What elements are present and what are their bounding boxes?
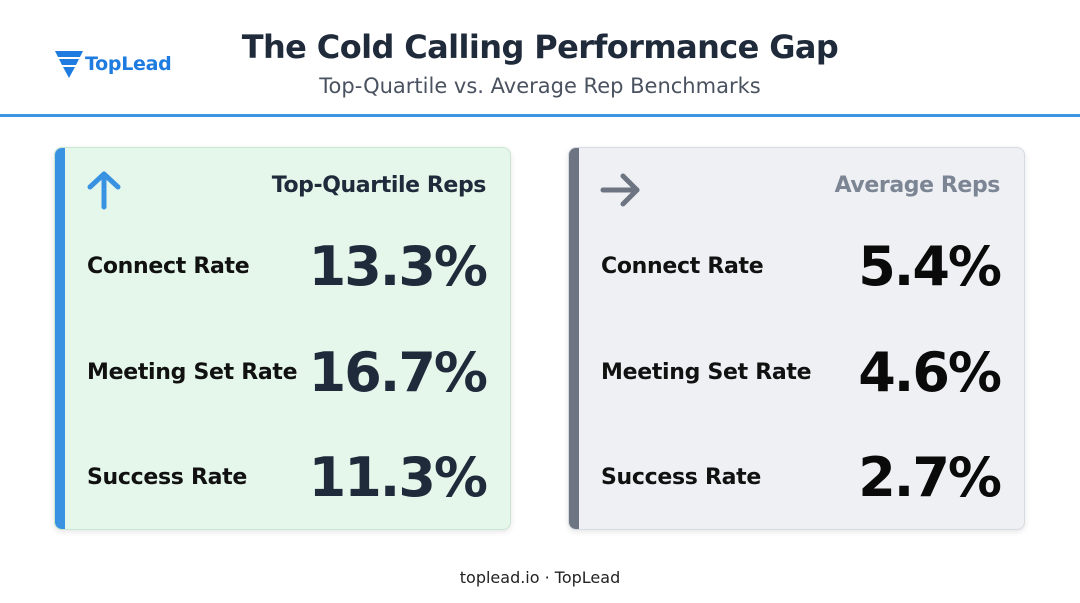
metric-value: 16.7% [308,340,488,404]
logo-text: TopLead [85,53,172,75]
card-accent-bar [569,148,579,529]
metric-value: 4.6% [858,340,1002,404]
metric-success-rate: Success Rate 2.7% [601,442,1002,512]
metric-meeting-set-rate: Meeting Set Rate 4.6% [601,337,1002,407]
page-title: The Cold Calling Performance Gap [241,28,839,66]
metric-label: Meeting Set Rate [601,359,812,385]
page-subtitle: Top-Quartile vs. Average Rep Benchmarks [319,74,761,98]
metric-value: 13.3% [308,234,488,298]
arrow-up-icon [87,171,121,210]
card-heading: Top-Quartile Reps [271,173,487,198]
metric-value: 11.3% [308,445,488,509]
metric-label: Meeting Set Rate [87,359,298,385]
metric-label: Connect Rate [601,253,764,279]
metric-value: 5.4% [858,234,1002,298]
footer-credit: toplead.io · TopLead [459,568,621,587]
metric-value: 2.7% [858,445,1002,509]
logo: TopLead [54,48,172,80]
header: TopLead The Cold Calling Performance Gap… [0,0,1080,117]
toplead-chevron-logo-icon [55,51,83,78]
metric-connect-rate: Connect Rate 13.3% [87,231,488,301]
top-quartile-card: Top-Quartile Reps Connect Rate 13.3% Mee… [54,147,511,530]
card-accent-bar [55,148,65,529]
metric-meeting-set-rate: Meeting Set Rate 16.7% [87,337,488,407]
metric-label: Success Rate [601,464,761,490]
metric-label: Connect Rate [87,253,250,279]
arrow-right-icon [600,173,640,207]
metric-connect-rate: Connect Rate 5.4% [601,231,1002,301]
average-reps-card: Average Reps Connect Rate 5.4% Meeting S… [568,147,1025,530]
card-heading: Average Reps [834,173,1001,198]
metric-success-rate: Success Rate 11.3% [87,442,488,512]
metric-label: Success Rate [87,464,247,490]
